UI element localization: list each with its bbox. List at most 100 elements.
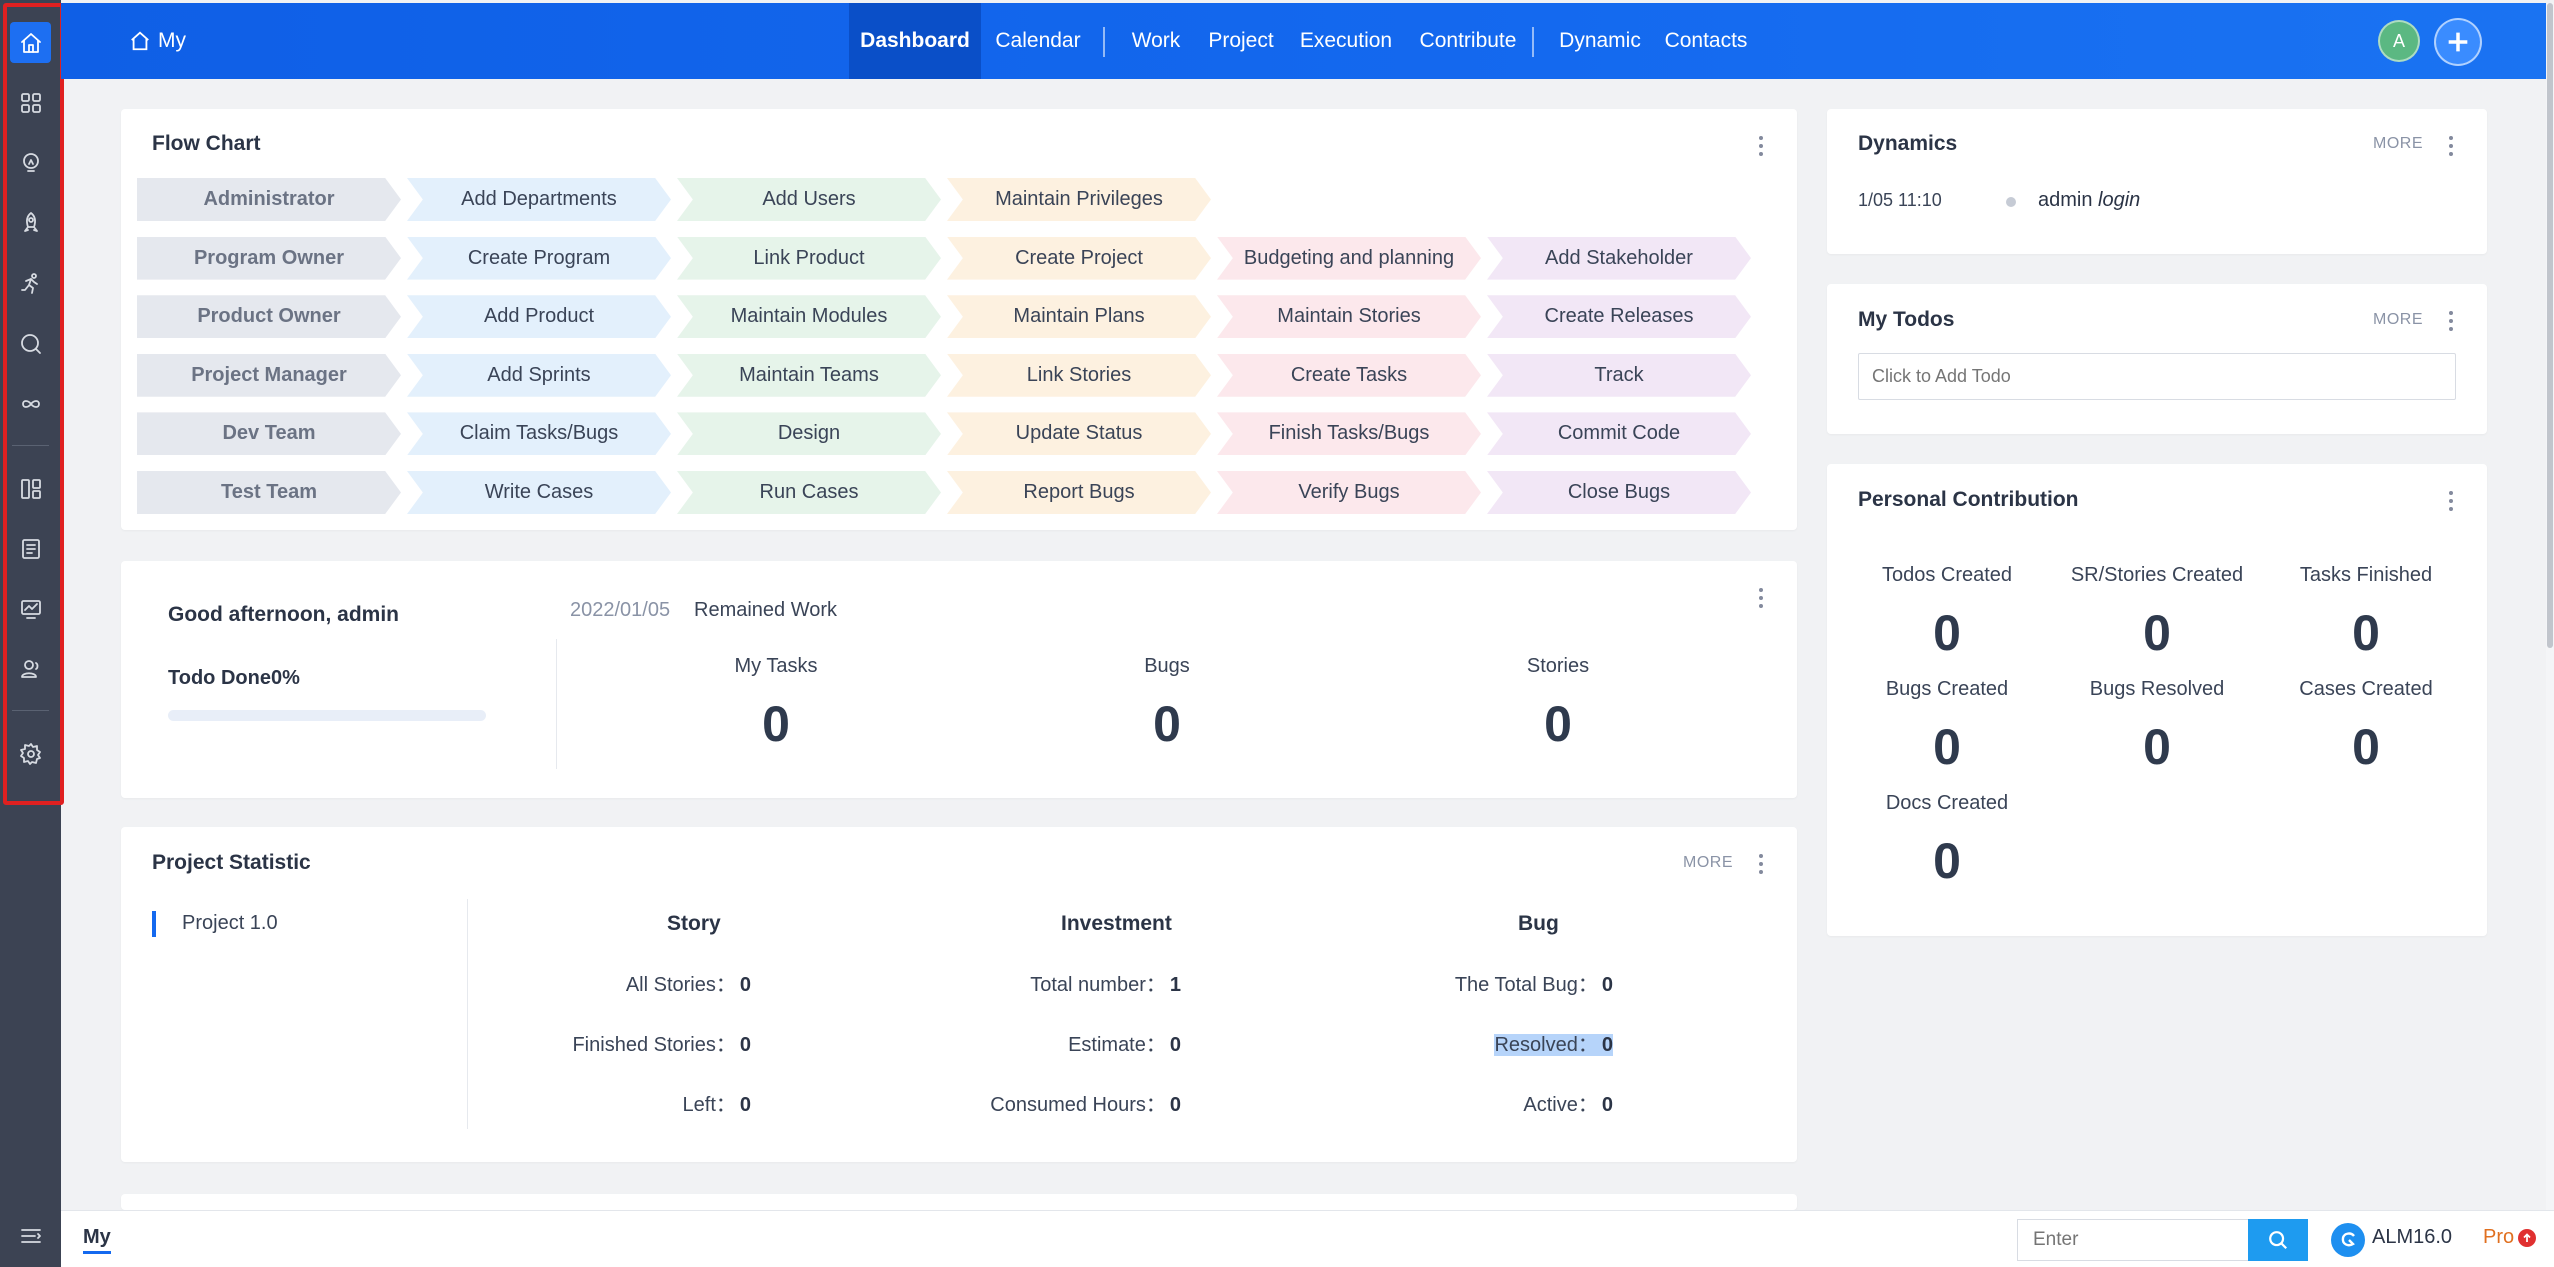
flow-step[interactable]: Report Bugs [947, 471, 1211, 514]
flow-step[interactable]: Add Stakeholder [1487, 236, 1751, 280]
flow-step[interactable]: Write Cases [407, 471, 671, 514]
greeting-text: Good afternoon, admin [168, 603, 399, 626]
add-button[interactable] [2434, 18, 2482, 66]
flow-step[interactable]: Create Program [407, 236, 671, 280]
more-options-icon[interactable] [1754, 851, 1768, 877]
stat-stories-value[interactable]: 0 [1544, 696, 1572, 752]
nav-work[interactable]: Work [1131, 29, 1181, 52]
menu-toggle-icon[interactable] [10, 1215, 51, 1256]
home-icon[interactable] [10, 22, 51, 63]
flow-step[interactable]: Update Status [947, 412, 1211, 456]
flow-step[interactable]: Commit Code [1487, 412, 1751, 456]
page-scrollbar-track[interactable] [2546, 3, 2554, 1210]
running-person-icon[interactable] [10, 263, 51, 304]
pro-upgrade-link[interactable]: Pro [2483, 1226, 2537, 1249]
more-options-icon[interactable] [1754, 585, 1768, 611]
todos-more-link[interactable]: MORE [2373, 311, 2423, 328]
bugs-resolved-value: 0 [2143, 719, 2171, 775]
document-list-icon[interactable] [10, 528, 51, 569]
plus-icon [2448, 32, 2468, 52]
flow-step[interactable]: Design [677, 412, 941, 456]
nav-contribute[interactable]: Contribute [1419, 29, 1517, 52]
more-options-icon[interactable] [2444, 133, 2458, 159]
flow-step[interactable]: Maintain Stories [1217, 295, 1481, 339]
flow-step[interactable]: Create Tasks [1217, 353, 1481, 397]
avatar[interactable]: A [2378, 20, 2420, 62]
monitor-chart-icon[interactable] [10, 588, 51, 629]
more-options-icon[interactable] [2444, 308, 2458, 334]
footer-search-input[interactable] [2017, 1219, 2248, 1261]
stories-created-label: SR/Stories Created [2070, 564, 2244, 586]
zentao-logo-icon [2331, 1223, 2365, 1257]
add-todo-input[interactable] [1858, 353, 2456, 400]
flow-step[interactable]: Close Bugs [1487, 471, 1751, 514]
flow-step[interactable]: Create Project [947, 236, 1211, 280]
contacts-icon[interactable] [10, 648, 51, 689]
page-scrollbar-thumb[interactable] [2547, 3, 2553, 648]
more-options-icon[interactable] [2444, 488, 2458, 514]
project-active-marker [152, 911, 156, 937]
flow-step[interactable]: Maintain Modules [677, 295, 941, 339]
pro-label: Pro [2483, 1226, 2515, 1248]
flow-chart-title: Flow Chart [152, 132, 261, 155]
flow-role-label: Program Owner [137, 236, 401, 280]
dynamics-more-link[interactable]: MORE [2373, 135, 2423, 152]
personal-contribution-title: Personal Contribution [1858, 488, 2079, 511]
rocket-icon[interactable] [10, 202, 51, 243]
flow-step[interactable]: Create Releases [1487, 295, 1751, 339]
settings-icon[interactable] [10, 733, 51, 774]
dynamic-entry[interactable]: admin login [2038, 189, 2141, 211]
lightbulb-icon[interactable] [10, 142, 51, 183]
sidebar [0, 0, 61, 1267]
nav-dynamic[interactable]: Dynamic [1559, 29, 1641, 52]
more-options-icon[interactable] [1754, 133, 1768, 159]
project-name[interactable]: Project 1.0 [182, 912, 278, 934]
consumed-hours-line: Consumed Hours： 0 [990, 1094, 1181, 1116]
footer-search-button[interactable] [2248, 1219, 2308, 1261]
project-statistic-more-link[interactable]: MORE [1683, 854, 1733, 871]
stat-my-tasks-label: My Tasks [734, 655, 818, 677]
stat-my-tasks-value[interactable]: 0 [762, 696, 790, 752]
flow-step[interactable]: Finish Tasks/Bugs [1217, 412, 1481, 456]
dynamic-time: 1/05 11:10 [1858, 190, 1942, 210]
flow-step[interactable]: Budgeting and planning [1217, 236, 1481, 280]
today-date: 2022/01/05 [570, 599, 671, 621]
flow-step[interactable]: Link Stories [947, 353, 1211, 397]
footer-tab-my[interactable]: My [83, 1226, 111, 1254]
flow-step[interactable]: Claim Tasks/Bugs [407, 412, 671, 456]
version-label[interactable]: ALM16.0 [2372, 1226, 2453, 1248]
nav-contacts[interactable]: Contacts [1664, 29, 1748, 52]
project-statistic-title: Project Statistic [152, 851, 311, 874]
flow-step[interactable]: Track [1487, 353, 1751, 397]
home-outline-icon [131, 31, 149, 51]
tasks-finished-label: Tasks Finished [2299, 564, 2433, 586]
bugs-created-label: Bugs Created [1885, 678, 2009, 700]
infinity-icon[interactable] [10, 383, 51, 424]
nav-calendar[interactable]: Calendar [995, 29, 1081, 52]
flow-step[interactable]: Add Sprints [407, 353, 671, 397]
flow-step[interactable]: Link Product [677, 236, 941, 280]
total-number-line: Total number： 1 [1030, 974, 1181, 996]
home-link[interactable]: My [129, 3, 186, 79]
kanban-icon[interactable] [10, 468, 51, 509]
stat-stories-label: Stories [1526, 655, 1590, 677]
search-bubble-icon[interactable] [10, 323, 51, 364]
upgrade-arrow-icon [2518, 1228, 2537, 1247]
todo-done-text: Todo Done0% [168, 667, 300, 689]
nav-project[interactable]: Project [1208, 29, 1274, 52]
flow-step[interactable]: Run Cases [677, 471, 941, 514]
next-card-partial [121, 1194, 1797, 1210]
nav-execution[interactable]: Execution [1299, 29, 1393, 52]
all-stories-line: All Stories： 0 [625, 974, 751, 996]
flow-step[interactable]: Maintain Privileges [947, 178, 1211, 221]
flow-step[interactable]: Add Product [407, 295, 671, 339]
stat-bugs-value[interactable]: 0 [1153, 696, 1181, 752]
nav-separator [1103, 27, 1105, 57]
flow-step[interactable]: Maintain Teams [677, 353, 941, 397]
nav-dashboard[interactable]: Dashboard [849, 3, 981, 79]
flow-step[interactable]: Verify Bugs [1217, 471, 1481, 514]
flow-step[interactable]: Maintain Plans [947, 295, 1211, 339]
flow-step[interactable]: Add Users [677, 178, 941, 221]
apps-grid-icon[interactable] [10, 82, 51, 123]
flow-step[interactable]: Add Departments [407, 178, 671, 221]
